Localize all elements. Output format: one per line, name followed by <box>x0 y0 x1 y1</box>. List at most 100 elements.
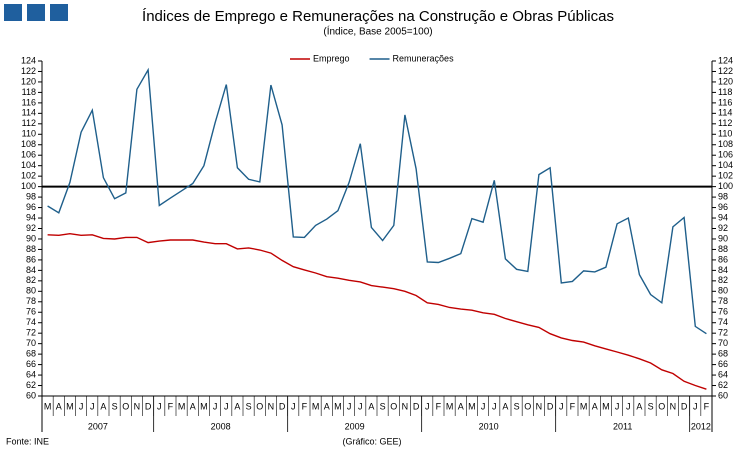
x-tick-label: S <box>514 401 520 411</box>
y-tick-label: 82 <box>26 275 36 285</box>
y-tick-label: 80 <box>26 286 36 296</box>
y2-tick-label: 102 <box>718 171 733 181</box>
y-tick-label: 106 <box>21 150 36 160</box>
x-tick-label: F <box>168 401 174 411</box>
x-tick-label: J <box>615 401 620 411</box>
x-tick-label: N <box>402 401 409 411</box>
y-tick-label: 60 <box>26 390 36 400</box>
year-label: 2012 <box>691 421 711 431</box>
x-tick-label: D <box>413 401 420 411</box>
y-tick-label: 88 <box>26 244 36 254</box>
y-tick-label: 64 <box>26 369 36 379</box>
x-tick-label: A <box>190 401 196 411</box>
y2-tick-label: 84 <box>718 265 728 275</box>
y-tick-label: 96 <box>26 202 36 212</box>
y2-tick-label: 78 <box>718 296 728 306</box>
x-tick-label: J <box>626 401 631 411</box>
x-tick-label: J <box>492 401 497 411</box>
x-tick-label: N <box>134 401 141 411</box>
chart-title: Índices de Emprego e Remunerações na Con… <box>142 8 614 25</box>
y-tick-label: 66 <box>26 359 36 369</box>
x-tick-label: N <box>536 401 543 411</box>
x-tick-label: O <box>122 401 129 411</box>
x-tick-label: M <box>580 401 588 411</box>
y-tick-label: 90 <box>26 233 36 243</box>
y2-tick-label: 118 <box>718 87 732 97</box>
y-tick-label: 116 <box>22 97 36 107</box>
x-tick-label: A <box>56 401 62 411</box>
x-tick-label: J <box>481 401 486 411</box>
x-tick-label: F <box>436 401 442 411</box>
x-tick-label: O <box>658 401 665 411</box>
credit: (Gráfico: GEE) <box>342 436 401 446</box>
x-tick-label: F <box>704 401 710 411</box>
x-tick-label: A <box>458 401 464 411</box>
x-tick-label: O <box>256 401 263 411</box>
y-tick-label: 100 <box>21 181 36 191</box>
x-tick-label: M <box>178 401 186 411</box>
y-tick-label: 118 <box>22 87 36 97</box>
x-tick-label: M <box>446 401 454 411</box>
x-tick-label: J <box>157 401 162 411</box>
y2-tick-label: 114 <box>718 108 732 118</box>
y-tick-label: 74 <box>26 317 36 327</box>
x-tick-label: M <box>602 401 610 411</box>
y2-tick-label: 80 <box>718 286 728 296</box>
legend-label: Emprego <box>313 53 350 63</box>
y-tick-label: 120 <box>21 76 36 86</box>
logo-square <box>4 4 22 21</box>
y-tick-label: 70 <box>26 338 36 348</box>
x-tick-label: A <box>324 401 330 411</box>
y-tick-label: 72 <box>26 328 36 338</box>
y-tick-label: 104 <box>21 160 36 170</box>
x-tick-label: A <box>502 401 508 411</box>
x-tick-label: A <box>100 401 106 411</box>
y2-tick-label: 92 <box>718 223 728 233</box>
y2-tick-label: 94 <box>718 212 728 222</box>
x-tick-label: S <box>380 401 386 411</box>
y2-tick-label: 82 <box>718 275 728 285</box>
x-tick-label: D <box>681 401 688 411</box>
y-tick-label: 78 <box>26 296 36 306</box>
x-tick-label: J <box>79 401 84 411</box>
logo-square <box>27 4 45 21</box>
x-tick-label: J <box>213 401 218 411</box>
y2-tick-label: 108 <box>718 139 733 149</box>
year-label: 2010 <box>479 421 499 431</box>
series-line <box>47 232 707 390</box>
y-tick-label: 98 <box>26 191 36 201</box>
x-tick-label: O <box>390 401 397 411</box>
y2-tick-label: 70 <box>718 338 728 348</box>
x-tick-label: D <box>547 401 554 411</box>
y-tick-label: 110 <box>22 129 36 139</box>
y2-tick-label: 74 <box>718 317 728 327</box>
x-tick-label: F <box>570 401 576 411</box>
x-tick-label: S <box>648 401 654 411</box>
x-tick-label: A <box>636 401 642 411</box>
x-tick-label: O <box>524 401 531 411</box>
year-label: 2007 <box>88 421 108 431</box>
x-tick-label: J <box>358 401 363 411</box>
y-tick-label: 124 <box>21 55 36 65</box>
x-tick-label: D <box>145 401 152 411</box>
x-tick-label: J <box>425 401 430 411</box>
y-tick-label: 86 <box>26 254 36 264</box>
x-tick-label: S <box>112 401 118 411</box>
series-line <box>47 67 707 335</box>
y-tick-label: 122 <box>21 66 36 76</box>
y-tick-label: 68 <box>26 349 36 359</box>
y-tick-label: 108 <box>21 139 36 149</box>
y-tick-label: 62 <box>26 380 36 390</box>
x-tick-label: J <box>90 401 95 411</box>
y2-tick-label: 76 <box>718 307 728 317</box>
y2-tick-label: 60 <box>718 390 728 400</box>
y2-tick-label: 106 <box>718 150 733 160</box>
year-label: 2011 <box>613 421 632 431</box>
y2-tick-label: 66 <box>718 359 728 369</box>
x-tick-label: D <box>279 401 286 411</box>
y-tick-label: 76 <box>26 307 36 317</box>
x-tick-label: M <box>44 401 52 411</box>
y2-tick-label: 100 <box>718 181 733 191</box>
y2-tick-label: 98 <box>718 191 728 201</box>
x-tick-label: J <box>559 401 564 411</box>
